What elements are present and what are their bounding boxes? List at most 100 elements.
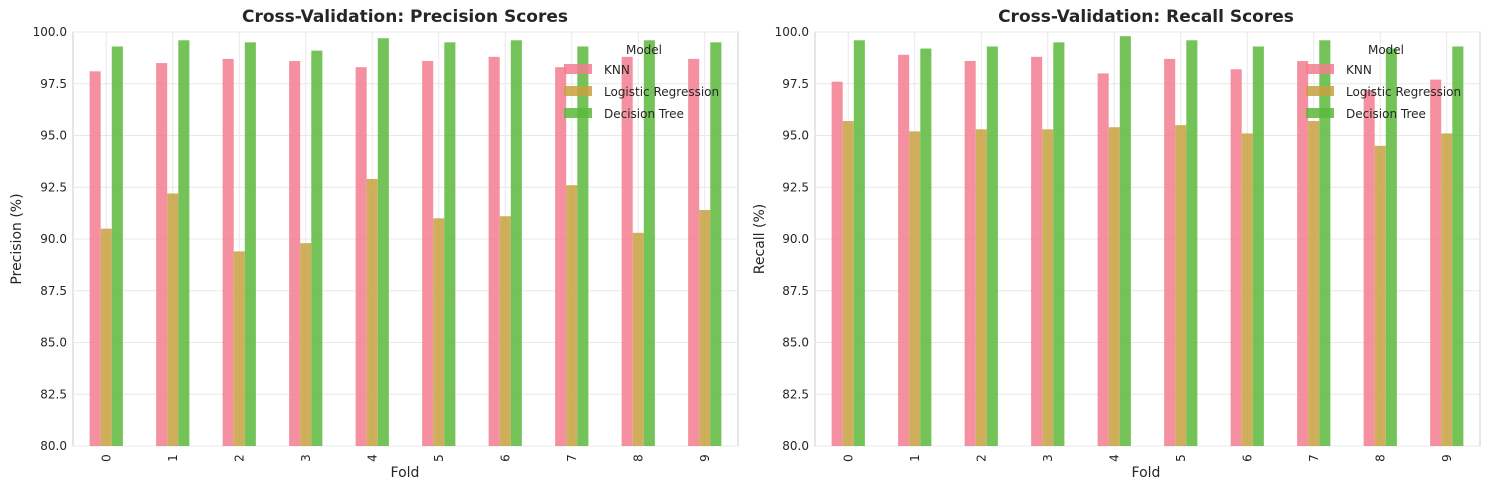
precision-bar-logistic-regression-fold-5: [433, 218, 445, 446]
recall-bar-logistic-regression-fold-1: [909, 131, 921, 447]
recall-legend-label-logistic-regression: Logistic Regression: [1346, 85, 1461, 99]
precision-y-tick-label: 100.0: [33, 25, 67, 39]
precision-x-tick-label: 1: [166, 454, 180, 462]
precision-bar-logistic-regression-fold-2: [233, 251, 245, 446]
recall-x-tick-label: 7: [1307, 454, 1321, 462]
precision-y-tick-label: 85.0: [40, 336, 67, 350]
recall-bar-logistic-regression-fold-2: [975, 129, 987, 447]
recall-bar-logistic-regression-fold-5: [1175, 125, 1187, 447]
precision-bar-knn-fold-1: [156, 63, 168, 447]
precision-y-tick-label: 90.0: [40, 232, 67, 246]
precision-bar-knn-fold-5: [422, 60, 434, 446]
precision-bar-knn-fold-9: [688, 58, 700, 446]
precision-y-axis-label: Precision (%): [9, 193, 25, 284]
recall-x-tick-label: 4: [1107, 454, 1121, 462]
recall-x-tick-label: 8: [1373, 454, 1387, 462]
recall-bar-knn-fold-5: [1164, 58, 1176, 446]
precision-y-tick-label: 95.0: [40, 129, 67, 143]
recall-bar-knn-fold-6: [1230, 69, 1242, 446]
precision-y-tick-label: 92.5: [40, 180, 67, 194]
recall-legend-title: Model: [1368, 43, 1404, 57]
recall-y-axis-label: Recall (%): [752, 204, 768, 274]
recall-bar-decision-tree-fold-9: [1452, 46, 1464, 447]
recall-bar-logistic-regression-fold-8: [1374, 145, 1386, 446]
precision-bar-decision-tree-fold-0: [111, 46, 123, 447]
recall-x-tick-label: 0: [841, 454, 855, 462]
precision-y-ticks: 80.0 82.5 85.0 87.5 90.0 92.5 95.0 97.5 100.0: [33, 25, 67, 453]
recall-y-tick-label: 95.0: [782, 129, 809, 143]
recall-bar-logistic-regression-fold-9: [1441, 133, 1453, 446]
recall-bar-knn-fold-1: [898, 54, 910, 447]
recall-x-tick-label: 2: [974, 454, 988, 462]
precision-bar-logistic-regression-fold-7: [566, 185, 578, 446]
recall-bar-decision-tree-fold-3: [1053, 42, 1065, 446]
precision-y-tick-label: 82.5: [40, 387, 67, 401]
precision-bar-decision-tree-fold-3: [311, 50, 323, 446]
precision-x-tick-label: 4: [365, 454, 379, 462]
precision-bar-logistic-regression-fold-8: [632, 232, 644, 446]
recall-chart-title: Cross-Validation: Recall Scores: [998, 7, 1294, 27]
precision-bar-logistic-regression-fold-3: [300, 243, 312, 446]
recall-bar-logistic-regression-fold-3: [1042, 129, 1054, 447]
recall-bar-knn-fold-4: [1097, 73, 1109, 447]
recall-y-tick-label: 87.5: [782, 284, 809, 298]
precision-chart-title: Cross-Validation: Precision Scores: [242, 7, 568, 27]
precision-bar-logistic-regression-fold-6: [499, 216, 511, 446]
precision-chart-panel: 80.0 82.5 85.0 87.5 90.0 92.5 95.0 97.5 100.0 0 1…: [9, 7, 739, 481]
precision-bar-decision-tree-fold-1: [178, 40, 190, 446]
precision-y-tick-label: 97.5: [40, 77, 67, 91]
recall-bar-decision-tree-fold-4: [1119, 36, 1131, 446]
precision-bar-decision-tree-fold-2: [244, 42, 256, 446]
recall-bar-knn-fold-2: [964, 60, 976, 446]
recall-y-tick-label: 80.0: [782, 439, 809, 453]
recall-x-tick-label: 1: [908, 454, 922, 462]
recall-y-ticks: 80.0 82.5 85.0 87.5 90.0 92.5 95.0 97.5 100.0: [775, 25, 809, 453]
precision-legend-label-decision-tree: Decision Tree: [604, 107, 684, 121]
recall-y-tick-label: 97.5: [782, 77, 809, 91]
precision-legend-swatch-knn: [564, 64, 592, 74]
precision-legend-swatch-decision-tree: [564, 108, 592, 118]
precision-bar-knn-fold-4: [355, 67, 367, 446]
recall-legend-swatch-decision-tree: [1306, 108, 1334, 118]
precision-legend-title: Model: [626, 43, 662, 57]
recall-bar-decision-tree-fold-2: [986, 46, 998, 447]
recall-x-tick-label: 6: [1240, 454, 1254, 462]
precision-bar-knn-fold-0: [89, 71, 101, 446]
recall-bar-knn-fold-0: [831, 81, 843, 447]
precision-x-tick-label: 7: [565, 454, 579, 462]
recall-x-tick-label: 3: [1041, 454, 1055, 462]
precision-bar-knn-fold-6: [488, 56, 500, 447]
precision-bar-decision-tree-fold-9: [710, 42, 722, 446]
precision-x-ticks: 0 1 2 3 4 5 6 7 8 9: [99, 454, 712, 462]
precision-y-tick-label: 80.0: [40, 439, 67, 453]
recall-bar-decision-tree-fold-5: [1186, 40, 1198, 446]
recall-y-tick-label: 90.0: [782, 232, 809, 246]
precision-legend-label-logistic-regression: Logistic Regression: [604, 85, 719, 99]
recall-bar-decision-tree-fold-6: [1252, 46, 1264, 447]
precision-x-tick-label: 0: [99, 454, 113, 462]
recall-y-tick-label: 85.0: [782, 336, 809, 350]
recall-bar-logistic-regression-fold-7: [1308, 121, 1320, 446]
precision-bar-knn-fold-3: [289, 60, 301, 446]
precision-x-tick-label: 3: [299, 454, 313, 462]
precision-x-tick-label: 2: [232, 454, 246, 462]
precision-bar-knn-fold-2: [222, 58, 234, 446]
recall-legend-label-knn: KNN: [1346, 63, 1372, 77]
precision-y-tick-label: 87.5: [40, 284, 67, 298]
recall-legend-label-decision-tree: Decision Tree: [1346, 107, 1426, 121]
precision-legend: Model KNN Logistic Regression Decision T…: [564, 43, 719, 121]
precision-legend-label-knn: KNN: [604, 63, 630, 77]
recall-bars: [831, 36, 1464, 447]
recall-legend: Model KNN Logistic Regression Decision T…: [1306, 43, 1461, 121]
precision-bar-decision-tree-fold-5: [444, 42, 456, 446]
recall-x-axis-label: Fold: [1132, 465, 1161, 481]
precision-bar-logistic-regression-fold-9: [699, 210, 711, 446]
precision-bar-logistic-regression-fold-0: [100, 228, 112, 446]
precision-bar-decision-tree-fold-7: [577, 46, 589, 447]
precision-bars: [89, 38, 722, 447]
recall-bar-decision-tree-fold-0: [853, 40, 865, 446]
recall-x-ticks: 0 1 2 3 4 5 6 7 8 9: [841, 454, 1454, 462]
precision-x-axis-label: Fold: [391, 465, 420, 481]
precision-legend-swatch-logistic-regression: [564, 86, 592, 96]
